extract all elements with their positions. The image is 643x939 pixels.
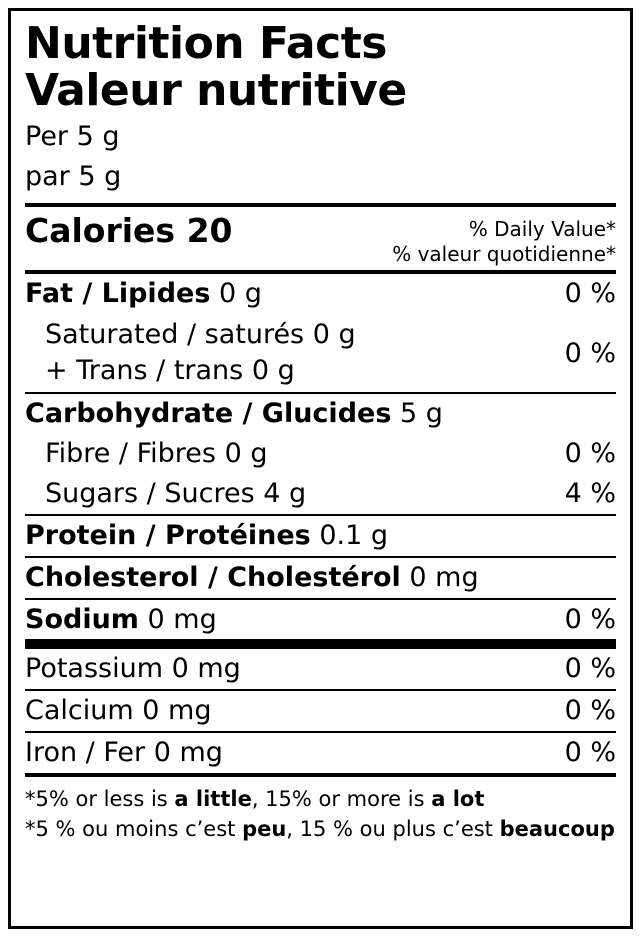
fat-group: Fat / Lipides 0 g 0 % [25, 274, 616, 315]
iron-left: Iron / Fer 0 mg [25, 737, 223, 769]
sodium-row: Sodium 0 mg 0 % [25, 600, 616, 640]
footnote-en-little: a little [174, 786, 252, 811]
calories-label: Calories 20 [25, 210, 233, 250]
potassium-label: Potassium [25, 653, 164, 685]
divider-above-footnote [25, 772, 616, 777]
iron-label: Iron / Fer [25, 737, 146, 769]
footnote-fr: *5 % ou moins c’est peu, 15 % ou plus c’… [25, 814, 616, 844]
divider-above-cholesterol [25, 555, 616, 558]
sodium-left: Sodium 0 mg [25, 604, 217, 636]
sodium-amount: 0 mg [147, 603, 217, 635]
iron-dv: 0 % [564, 737, 616, 769]
fibre-left: Fibre / Fibres 0 g [25, 438, 267, 470]
sodium-dv: 0 % [564, 603, 616, 635]
saturated-row: Saturated / saturés 0 g [45, 317, 356, 353]
potassium-dv: 0 % [564, 653, 616, 685]
fat-dv: 0 % [564, 278, 616, 310]
carbohydrate-label: Carbohydrate / Glucides [25, 398, 392, 430]
sugars-row: Sugars / Sucres 4 g 4 % [25, 474, 616, 514]
daily-value-header-fr: % valeur quotidienne* [392, 241, 616, 266]
serving-size-fr: par 5 g [25, 161, 122, 193]
daily-value-header-en: % Daily Value* [468, 216, 616, 241]
footnote-fr-peu: peu [242, 817, 287, 842]
carbohydrate-amount: 5 g [400, 398, 443, 430]
iron-row: Iron / Fer 0 mg 0 % [25, 733, 616, 773]
potassium-row: Potassium 0 mg 0 % [25, 649, 616, 689]
label-inner: Nutrition Facts Valeur nutritive Per 5 g… [11, 11, 630, 845]
sugars-left: Sugars / Sucres 4 g [25, 478, 306, 510]
calcium-dv: 0 % [564, 695, 616, 727]
fibre-row: Fibre / Fibres 0 g 0 % [25, 434, 616, 474]
divider-above-carbohydrate [25, 392, 616, 395]
label-title-fr: Valeur nutritive [25, 65, 407, 117]
footnote-en-pre: *5% or less is [25, 786, 175, 811]
fat-label: Fat / Lipides [25, 277, 211, 309]
fibre-amount: 0 g [224, 438, 268, 470]
divider-above-protein [25, 513, 616, 516]
calcium-label: Calcium [25, 695, 134, 727]
footnote-en-lot: a lot [431, 786, 485, 811]
sodium-label: Sodium [25, 603, 139, 635]
protein-amount: 0.1 g [319, 519, 389, 551]
divider-above-potassium [25, 639, 616, 650]
footnote-en: *5% or less is a little, 15% or more is … [25, 784, 616, 814]
fibre-label: Fibre / Fibres [45, 438, 216, 470]
nutrition-facts-label: Nutrition Facts Valeur nutritive Per 5 g… [8, 8, 633, 929]
divider-above-iron [25, 731, 616, 734]
footnote-fr-beaucoup: beaucoup [499, 817, 615, 842]
calcium-row: Calcium 0 mg 0 % [25, 691, 616, 731]
carbohydrate-row: Carbohydrate / Glucides 5 g [25, 394, 616, 434]
footnote-en-mid: , 15% or more is [251, 786, 432, 811]
cholesterol-amount: 0 mg [409, 561, 479, 593]
daily-value-header: % Daily Value* % valeur quotidienne* [392, 211, 616, 267]
serving-size-en: Per 5 g [25, 120, 120, 152]
saturated-trans-lines: Saturated / saturés 0 g + Trans / trans … [25, 317, 356, 389]
fibre-dv: 0 % [564, 438, 616, 470]
calcium-left: Calcium 0 mg [25, 695, 211, 727]
divider-below-calories [25, 269, 616, 274]
footnote-fr-mid: , 15 % ou plus c’est [286, 817, 500, 842]
potassium-amount: 0 mg [171, 653, 241, 685]
carbohydrate-left: Carbohydrate / Glucides 5 g [25, 398, 443, 430]
iron-amount: 0 mg [153, 737, 223, 769]
footnote-fr-pre: *5 % ou moins c’est [25, 817, 243, 842]
calories-row: Calories 20 % Daily Value* % valeur quot… [25, 207, 616, 270]
cholesterol-left: Cholesterol / Cholestérol 0 mg [25, 562, 479, 594]
divider-above-sodium [25, 597, 616, 600]
cholesterol-label: Cholesterol / Cholestérol [25, 561, 401, 593]
divider-above-calcium [25, 689, 616, 692]
label-title-en: Nutrition Facts [25, 18, 387, 69]
fat-lines: Fat / Lipides 0 g [25, 276, 262, 312]
footnote: *5% or less is a little, 15% or more is … [25, 777, 616, 845]
fat-amount: 0 g [219, 277, 262, 309]
cholesterol-row: Cholesterol / Cholestérol 0 mg [25, 558, 616, 598]
trans-row: + Trans / trans 0 g [45, 353, 356, 389]
sugars-label: Sugars / Sucres [45, 477, 255, 509]
protein-left: Protein / Protéines 0.1 g [25, 520, 388, 552]
saturated-amount: 0 g [312, 318, 356, 350]
sugars-dv: 4 % [564, 477, 616, 509]
saturated-trans-group: Saturated / saturés 0 g + Trans / trans … [25, 315, 616, 392]
protein-label: Protein / Protéines [25, 519, 311, 551]
saturated-trans-dv: 0 % [564, 337, 616, 369]
saturated-label: Saturated / saturés [45, 318, 305, 350]
potassium-left: Potassium 0 mg [25, 653, 241, 685]
fat-row: Fat / Lipides 0 g [25, 276, 262, 312]
sugars-amount: 4 g [263, 477, 307, 509]
trans-label: + Trans / trans [45, 355, 244, 387]
trans-amount: 0 g [251, 355, 295, 387]
protein-row: Protein / Protéines 0.1 g [25, 516, 616, 556]
calcium-amount: 0 mg [142, 695, 212, 727]
divider-above-calories [25, 202, 616, 207]
